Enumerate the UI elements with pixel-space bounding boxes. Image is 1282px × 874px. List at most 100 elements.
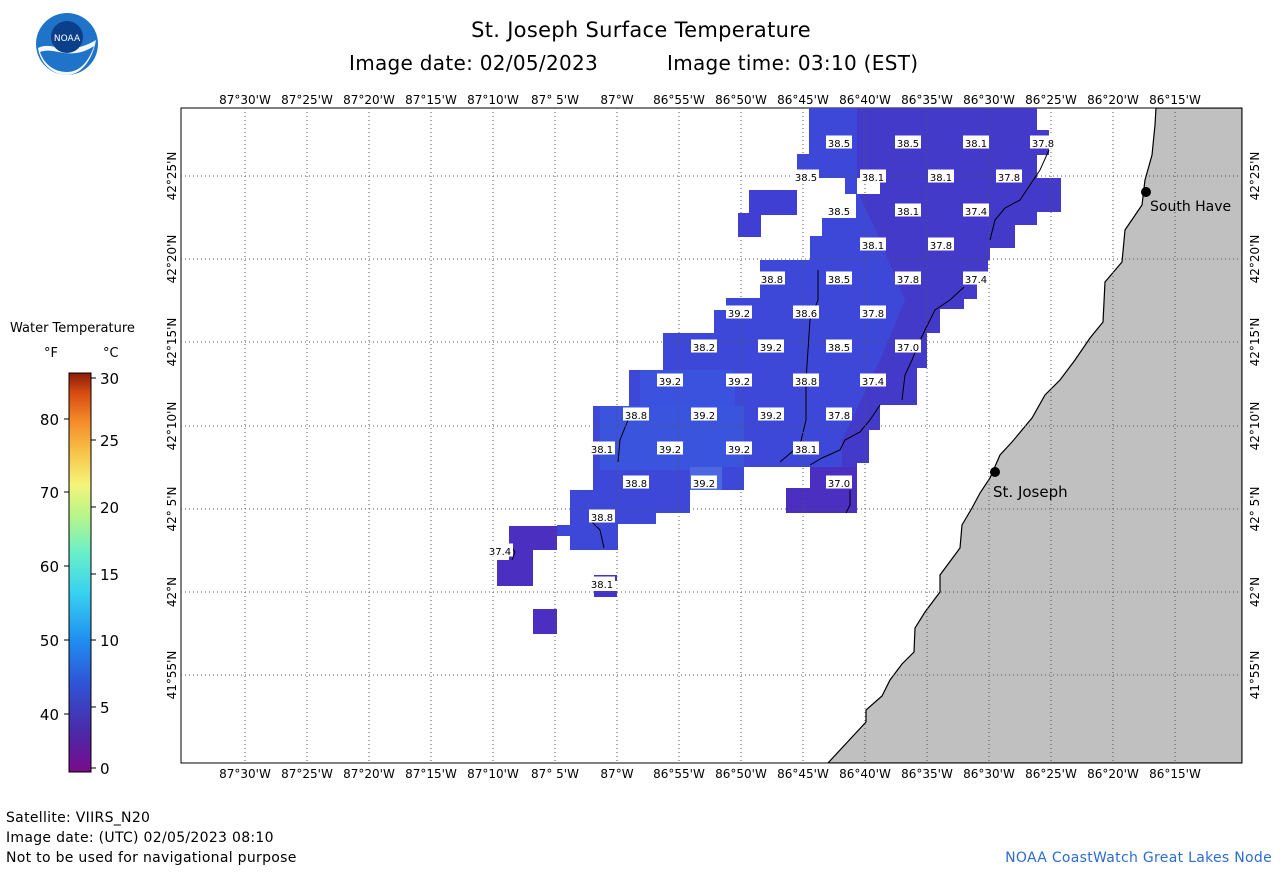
temp-label: 37.8 [862, 309, 884, 320]
temp-label: 38.8 [625, 479, 647, 490]
lat-label-right: 42° 5'N [1248, 487, 1262, 532]
lon-label-top: 86°25'W [1025, 93, 1077, 107]
lon-label-bottom: 86°40'W [839, 767, 891, 781]
lat-label-left: 41°55'N [165, 651, 179, 700]
lat-label-right: 42°20'N [1248, 235, 1262, 284]
temp-label: 38.8 [591, 513, 613, 524]
temp-label-bg [759, 271, 785, 285]
temp-label: 39.2 [728, 309, 750, 320]
image-date: Image date: 02/05/2023 [349, 51, 599, 75]
temp-label: 38.6 [795, 309, 817, 320]
temp-label: 39.2 [760, 343, 782, 354]
lat-label-left: 42°N [165, 577, 179, 607]
temp-label-bg [758, 339, 784, 353]
lat-label-left: 42° 5'N [165, 487, 179, 532]
temp-label: 37.0 [828, 479, 850, 490]
temp-label: 38.2 [693, 343, 715, 354]
latitude-labels-right: 42°25'N 42°20'N 42°15'N 42°10'N 42° 5'N 42°N 4… [1248, 152, 1262, 700]
legend-unit-f: °F [44, 346, 58, 361]
f-tick-label: 80 [40, 411, 59, 429]
temp-label-bg [963, 135, 989, 149]
temp-label-bg [963, 203, 989, 217]
temp-label-bg [487, 543, 513, 557]
temp-label: 38.1 [930, 173, 952, 184]
temp-label-bg [895, 271, 921, 285]
celsius-ticks: 30 25 20 15 10 5 0 [91, 370, 119, 778]
temp-label: 38.8 [761, 275, 783, 286]
temp-label: 38.5 [897, 139, 919, 150]
temp-label: 39.2 [693, 411, 715, 422]
temp-label: 39.2 [659, 377, 681, 388]
lon-label-top: 86°50'W [715, 93, 767, 107]
south-haven-label: South Have [1150, 199, 1231, 215]
temp-label: 38.1 [591, 580, 613, 591]
latitude-labels-left: 42°25'N 42°20'N 42°15'N 42°10'N 42° 5'N 42°N 4… [165, 152, 179, 700]
temp-label-bg [1030, 135, 1056, 149]
lon-label-bottom: 87°10'W [467, 767, 519, 781]
temp-label: 37.8 [897, 275, 919, 286]
temp-label-bg [860, 305, 886, 319]
temp-label-bg [928, 169, 954, 183]
lon-label-bottom: 86°45'W [777, 767, 829, 781]
lat-label-left: 42°15'N [165, 318, 179, 367]
lon-label-bottom: 86°30'W [963, 767, 1015, 781]
lon-label-top: 86°40'W [839, 93, 891, 107]
navigation-disclaimer: Not to be used for navigational purpose [6, 850, 297, 866]
temp-label: 37.4 [489, 547, 511, 558]
page-title: St. Joseph Surface Temperature [471, 18, 811, 42]
temp-label-bg [623, 407, 649, 421]
lon-label-top: 86°30'W [963, 93, 1015, 107]
f-tick-label: 70 [40, 484, 59, 502]
longitude-labels-bottom: 87°30'W 87°25'W 87°20'W 87°15'W 87°10'W 87° 5… [219, 767, 1201, 781]
lon-label-top: 86°35'W [901, 93, 953, 107]
temp-label-bg [826, 339, 852, 353]
temp-label: 39.2 [728, 377, 750, 388]
temp-label: 38.5 [828, 343, 850, 354]
credit-link[interactable]: NOAA CoastWatch Great Lakes Node [1005, 850, 1272, 866]
south-haven-marker [1141, 187, 1151, 197]
f-tick-label: 50 [40, 632, 59, 650]
lon-label-bottom: 87°25'W [281, 767, 333, 781]
place-st-joseph: St. Joseph [990, 467, 1068, 501]
temp-label: 38.8 [625, 411, 647, 422]
temp-label-bg [758, 407, 784, 421]
temp-label-bg [793, 169, 819, 183]
satellite-info: Satellite: VIIRS_N20 [6, 810, 151, 826]
utc-date-info: Image date: (UTC) 02/05/2023 08:10 [6, 830, 274, 846]
temp-label: 37.8 [1032, 139, 1054, 150]
temp-label: 37.8 [828, 411, 850, 422]
lon-label-top: 87°30'W [219, 93, 271, 107]
temp-label: 39.2 [659, 445, 681, 456]
lat-label-right: 42°N [1248, 577, 1262, 607]
temp-label: 37.8 [998, 173, 1020, 184]
water-temperature-field [497, 108, 1061, 634]
temp-label-bg [826, 475, 852, 489]
temp-label-bg [726, 441, 752, 455]
lat-label-right: 41°55'N [1248, 651, 1262, 700]
st-joseph-label: St. Joseph [993, 483, 1068, 501]
temp-label: 37.0 [897, 343, 919, 354]
temp-label-bg [726, 373, 752, 387]
lat-label-left: 42°10'N [165, 402, 179, 451]
lon-label-bottom: 86°55'W [653, 767, 705, 781]
temp-label-bg [691, 475, 717, 489]
lon-label-top: 86°55'W [653, 93, 705, 107]
temp-label-bg [860, 169, 886, 183]
lon-label-top: 86°15'W [1149, 93, 1201, 107]
temp-label: 38.1 [591, 445, 613, 456]
legend-title: Water Temperature [10, 321, 135, 336]
temp-label-bg [826, 407, 852, 421]
lat-label-right: 42°15'N [1248, 318, 1262, 367]
logo-text: NOAA [54, 34, 81, 44]
longitude-labels-top: 87°30'W 87°25'W 87°20'W 87°15'W 87°10'W 87° 5… [219, 93, 1201, 107]
temp-label-bg [826, 271, 852, 285]
temp-label-bg [691, 407, 717, 421]
temp-label-bg [793, 441, 819, 455]
temp-label-bg [928, 237, 954, 251]
lon-label-top: 86°45'W [777, 93, 829, 107]
temp-label-bg [963, 271, 989, 285]
temp-label: 37.8 [930, 241, 952, 252]
temp-label-bg [895, 135, 921, 149]
temp-label-bg [826, 135, 852, 149]
